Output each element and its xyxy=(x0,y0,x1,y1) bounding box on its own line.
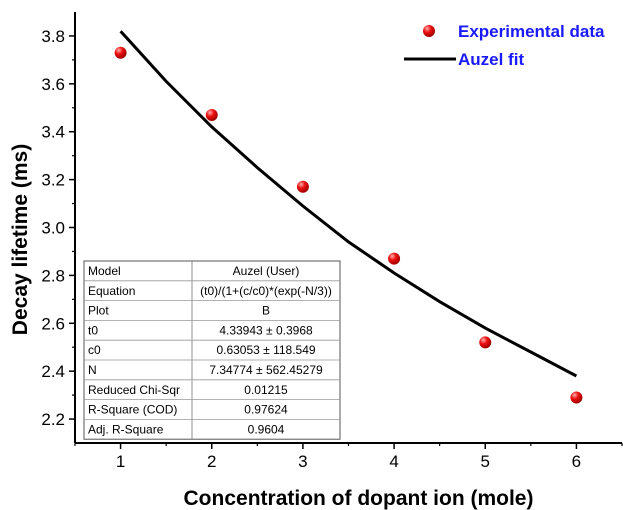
stats-table-border xyxy=(83,260,341,440)
y-tick-label: 3.2 xyxy=(41,171,65,190)
stats-cell-value: 4.33943 ± 0.3968 xyxy=(219,323,313,337)
y-tick-label: 2.4 xyxy=(41,362,65,381)
stats-cell-value: 7.34774 ± 562.45279 xyxy=(209,363,323,377)
y-tick-label: 3.4 xyxy=(41,123,65,142)
y-tick-label: 3.6 xyxy=(41,75,65,94)
stats-cell-label: Plot xyxy=(88,304,109,318)
x-tick-label: 1 xyxy=(116,452,125,471)
experimental-data-points xyxy=(114,46,583,404)
x-tick-label: 3 xyxy=(298,452,307,471)
data-point xyxy=(388,252,401,265)
y-axis-ticks: 2.2 2.4 2.6 2.8 3.0 3.2 3.4 3.6 3.8 xyxy=(41,27,75,429)
fit-statistics-table: Model Auzel (User) Equation (t0)/(1+(c/c0)*… xyxy=(83,260,341,440)
y-tick-label: 2.8 xyxy=(41,266,65,285)
stats-cell-label: t0 xyxy=(88,323,98,337)
data-point xyxy=(205,108,218,121)
y-tick-label: 2.2 xyxy=(41,410,65,429)
stats-cell-value: Auzel (User) xyxy=(233,264,300,278)
x-tick-label: 5 xyxy=(481,452,490,471)
stats-cell-value: 0.63053 ± 118.549 xyxy=(216,343,315,357)
x-axis-title: Concentration of dopant ion (mole) xyxy=(184,487,534,510)
data-point xyxy=(570,391,583,404)
y-tick-label: 3.0 xyxy=(41,219,65,238)
stats-cell-value: 0.01215 xyxy=(244,383,288,397)
stats-cell-label: Equation xyxy=(88,284,135,298)
stats-cell-label: Model xyxy=(88,264,121,278)
y-tick-label: 3.8 xyxy=(41,27,65,46)
auzel-fit-line xyxy=(119,30,578,378)
stats-cell-value: 0.97624 xyxy=(244,403,288,417)
x-tick-label: 6 xyxy=(572,452,581,471)
data-point xyxy=(114,46,127,59)
y-axis-title: Decay lifetime (ms) xyxy=(9,144,32,335)
stats-cell-label: R-Square (COD) xyxy=(88,403,177,417)
legend: Experimental data Auzel fit xyxy=(404,22,605,69)
stats-cell-label: Reduced Chi-Sqr xyxy=(88,383,180,397)
stats-cell-value: 0.9604 xyxy=(248,422,285,436)
stats-cell-value: B xyxy=(262,304,270,318)
x-axis-ticks: 1 2 3 4 5 6 xyxy=(74,443,623,471)
x-tick-label: 2 xyxy=(207,452,216,471)
y-tick-label: 2.6 xyxy=(41,314,65,333)
stats-cell-label: c0 xyxy=(88,343,101,357)
legend-label-experimental: Experimental data xyxy=(458,22,605,41)
legend-marker-experimental xyxy=(423,25,435,37)
stats-cell-label: N xyxy=(88,363,97,377)
stats-cell-label: Adj. R-Square xyxy=(88,422,164,436)
legend-label-fit: Auzel fit xyxy=(458,50,524,69)
stats-cell-value: (t0)/(1+(c/c0)*(exp(-N/3)) xyxy=(200,284,332,298)
data-point xyxy=(296,180,309,193)
x-tick-label: 4 xyxy=(389,452,398,471)
data-point xyxy=(479,336,492,349)
